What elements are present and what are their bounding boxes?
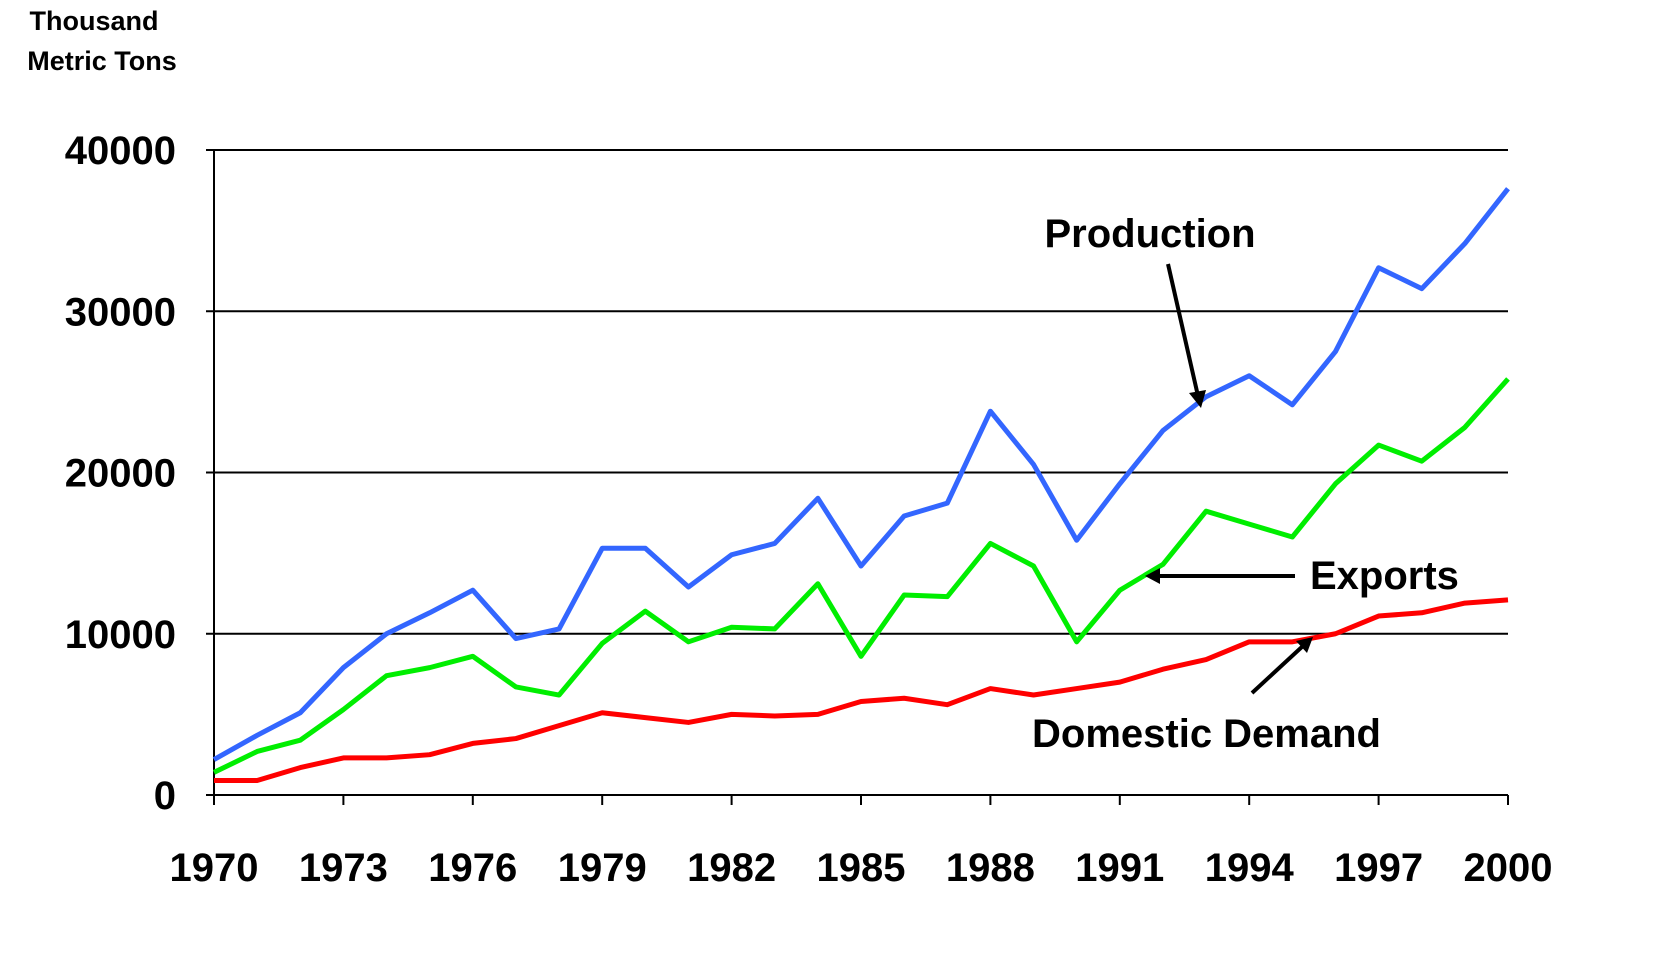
annotation-arrow — [1166, 263, 1200, 397]
annotation-arrowhead — [1189, 390, 1206, 408]
x-tick-label: 1985 — [817, 846, 906, 890]
annotation: Exports — [1310, 554, 1459, 598]
x-tick-label: 1973 — [299, 846, 388, 890]
y-axis-label: Thousand — [30, 6, 159, 36]
x-tick-label: 2000 — [1464, 846, 1553, 890]
y-tick-label: 20000 — [65, 452, 176, 496]
y-tick-label: 10000 — [65, 613, 176, 657]
annotation: Production — [1044, 212, 1255, 256]
x-tick-label: 1970 — [170, 846, 259, 890]
x-tick-label: 1994 — [1205, 846, 1295, 890]
y-tick-label: 0 — [154, 774, 176, 818]
x-tick-label: 1979 — [558, 846, 647, 890]
data-line — [212, 187, 1510, 762]
annotation-arrowhead — [1145, 568, 1160, 584]
annotation-arrow — [1250, 643, 1306, 695]
annotation: Domestic Demand — [1032, 712, 1381, 756]
annotations: Production Exports Domestic Demand — [1032, 212, 1459, 756]
y-tick-label: 30000 — [65, 290, 176, 334]
y-axis-label: Metric Tons — [27, 46, 177, 76]
x-tick-label: 1982 — [687, 846, 776, 890]
annotation-arrowhead — [1296, 637, 1313, 653]
x-tick-label: 1997 — [1334, 846, 1423, 890]
x-tick-label: 1988 — [946, 846, 1035, 890]
data-line — [212, 377, 1510, 775]
x-tick-label: 1991 — [1075, 846, 1164, 890]
y-tick-label: 40000 — [65, 129, 176, 173]
data-line — [214, 597, 1509, 783]
x-tick-label: 1976 — [428, 846, 517, 890]
